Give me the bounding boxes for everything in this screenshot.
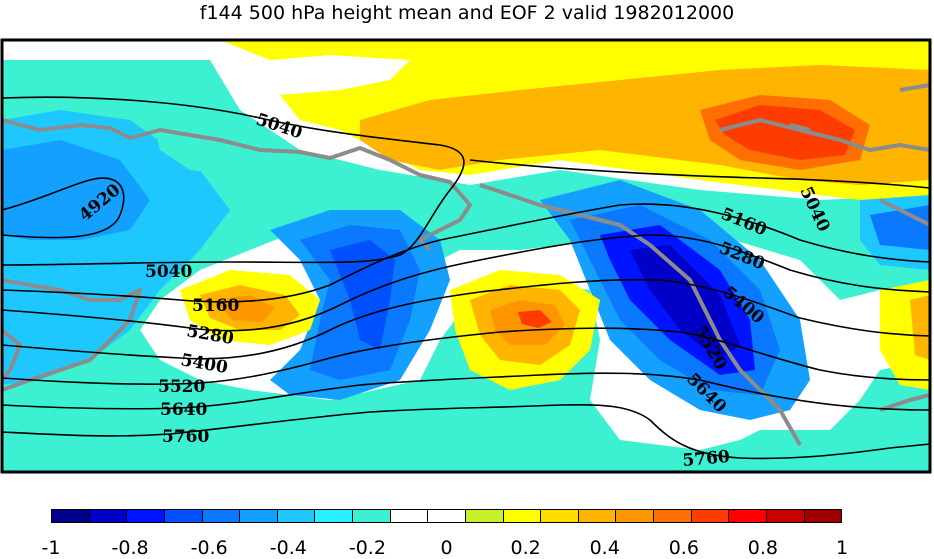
colorbar-tick-label: 0.4 xyxy=(589,537,620,559)
plot-title: f144 500 hPa height mean and EOF 2 valid… xyxy=(199,2,735,24)
contour-5760 xyxy=(2,403,930,460)
colorbar-swatch xyxy=(690,510,729,522)
contour-5160 xyxy=(2,203,930,303)
colorbar-swatch xyxy=(615,510,653,522)
map-panel: 4920 5040 5040 5040 5160 5160 5280 5280 … xyxy=(0,36,934,476)
coastline xyxy=(2,83,930,446)
contour-label: 5040 xyxy=(145,262,192,282)
contour-label: 5160 xyxy=(192,296,239,316)
contour-5640 xyxy=(2,372,930,411)
contour-5040-east xyxy=(469,159,930,189)
contour-5520 xyxy=(2,327,930,385)
colorbar-swatch xyxy=(163,510,202,522)
colorbar-swatch xyxy=(765,510,804,522)
colorbar-tick-label: 0.6 xyxy=(668,537,699,559)
colorbar-tick-label: 0.2 xyxy=(510,537,541,559)
colorbar-tick-label: 0.8 xyxy=(747,537,778,559)
colorbar-swatch xyxy=(52,510,89,522)
contour-label: 5760 xyxy=(162,427,209,447)
colorbar-tick-label: -0.8 xyxy=(111,537,149,559)
contour-4920 xyxy=(2,177,125,239)
map-frame xyxy=(0,38,932,474)
contour-5400 xyxy=(2,278,930,360)
colorbar-swatch xyxy=(653,510,691,522)
colorbar-swatch xyxy=(577,510,616,522)
colorbar-tick-label: -0.4 xyxy=(269,537,307,559)
colorbar-swatch xyxy=(502,510,541,522)
contour-label: 5760 xyxy=(682,447,731,471)
anomaly-min xyxy=(630,245,740,360)
anomaly-max-north xyxy=(715,105,855,160)
contour-label: 5520 xyxy=(158,377,205,397)
contour-5280 xyxy=(2,234,930,332)
colorbar-swatch xyxy=(201,510,240,522)
eof-map: 4920 5040 5040 5040 5160 5160 5280 5280 … xyxy=(0,38,932,474)
contour-5040-west xyxy=(2,96,465,266)
height-contours xyxy=(2,96,930,460)
contour-label: 5640 xyxy=(160,400,207,420)
colorbar-tick-label: 1 xyxy=(835,537,849,559)
colorbar-tick-label: -1 xyxy=(41,537,61,559)
colorbar-tick-label: -0.6 xyxy=(190,537,228,559)
colorbar-swatch xyxy=(540,510,578,522)
colorbar-swatch xyxy=(352,510,390,522)
colorbar-swatch xyxy=(239,510,277,522)
colorbar-tick-label: -0.2 xyxy=(348,537,386,559)
colorbar-swatch xyxy=(427,510,465,522)
colorbar-swatch xyxy=(126,510,164,522)
colorbar-swatch xyxy=(314,510,352,522)
colorbar-swatch xyxy=(389,510,428,522)
colorbar-swatch xyxy=(803,510,842,522)
colorbar-swatch xyxy=(276,510,315,522)
colorbar-swatch xyxy=(88,510,127,522)
colorbar-swatch xyxy=(464,510,503,522)
colorbar-swatch xyxy=(728,510,766,522)
colorbar-tick-label: 0 xyxy=(440,537,453,559)
colorbar xyxy=(51,509,842,523)
